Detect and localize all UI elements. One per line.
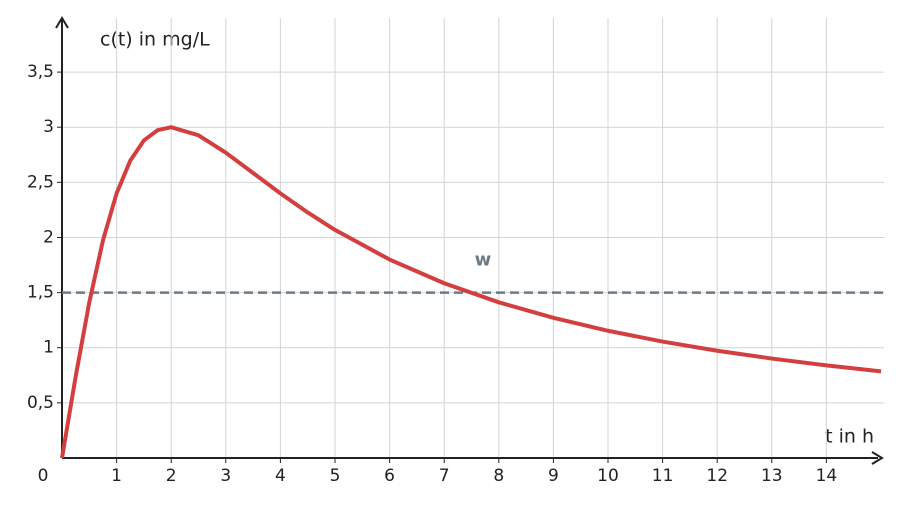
x-tick-label: 5 xyxy=(330,466,341,486)
y-tick-label: 1,5 xyxy=(27,283,54,303)
x-tick-label: 10 xyxy=(597,466,619,486)
x-tick-label: 14 xyxy=(816,466,838,486)
x-tick-label: 13 xyxy=(761,466,783,486)
y-tick-label: 2,5 xyxy=(27,172,54,192)
y-tick-label: 3 xyxy=(43,117,54,137)
x-tick-label: 4 xyxy=(275,466,286,486)
x-axis-arrow xyxy=(871,451,884,465)
x-tick-label: 1 xyxy=(111,466,122,486)
y-axis-label: c(t) in mg/L xyxy=(100,29,210,51)
y-tick-label: 0,5 xyxy=(27,393,54,413)
x-tick-label: 12 xyxy=(706,466,728,486)
y-axis-arrow xyxy=(55,16,69,29)
y-tick-label: 1 xyxy=(43,338,54,358)
x-tick-label: 9 xyxy=(548,466,559,486)
y-tick-label: 3,5 xyxy=(27,62,54,82)
y-tick-label: 2 xyxy=(43,227,54,247)
x-tick-label: 2 xyxy=(166,466,177,486)
x-tick-label: 8 xyxy=(493,466,504,486)
reference-label: w xyxy=(475,250,492,271)
x-tick-label: 7 xyxy=(439,466,450,486)
x-tick-label: 3 xyxy=(220,466,231,486)
x-tick-label: 0 xyxy=(38,466,49,486)
x-axis-label: t in h xyxy=(825,426,874,448)
x-tick-label: 11 xyxy=(652,466,674,486)
data-line xyxy=(60,125,882,459)
x-tick-label: 6 xyxy=(384,466,395,486)
